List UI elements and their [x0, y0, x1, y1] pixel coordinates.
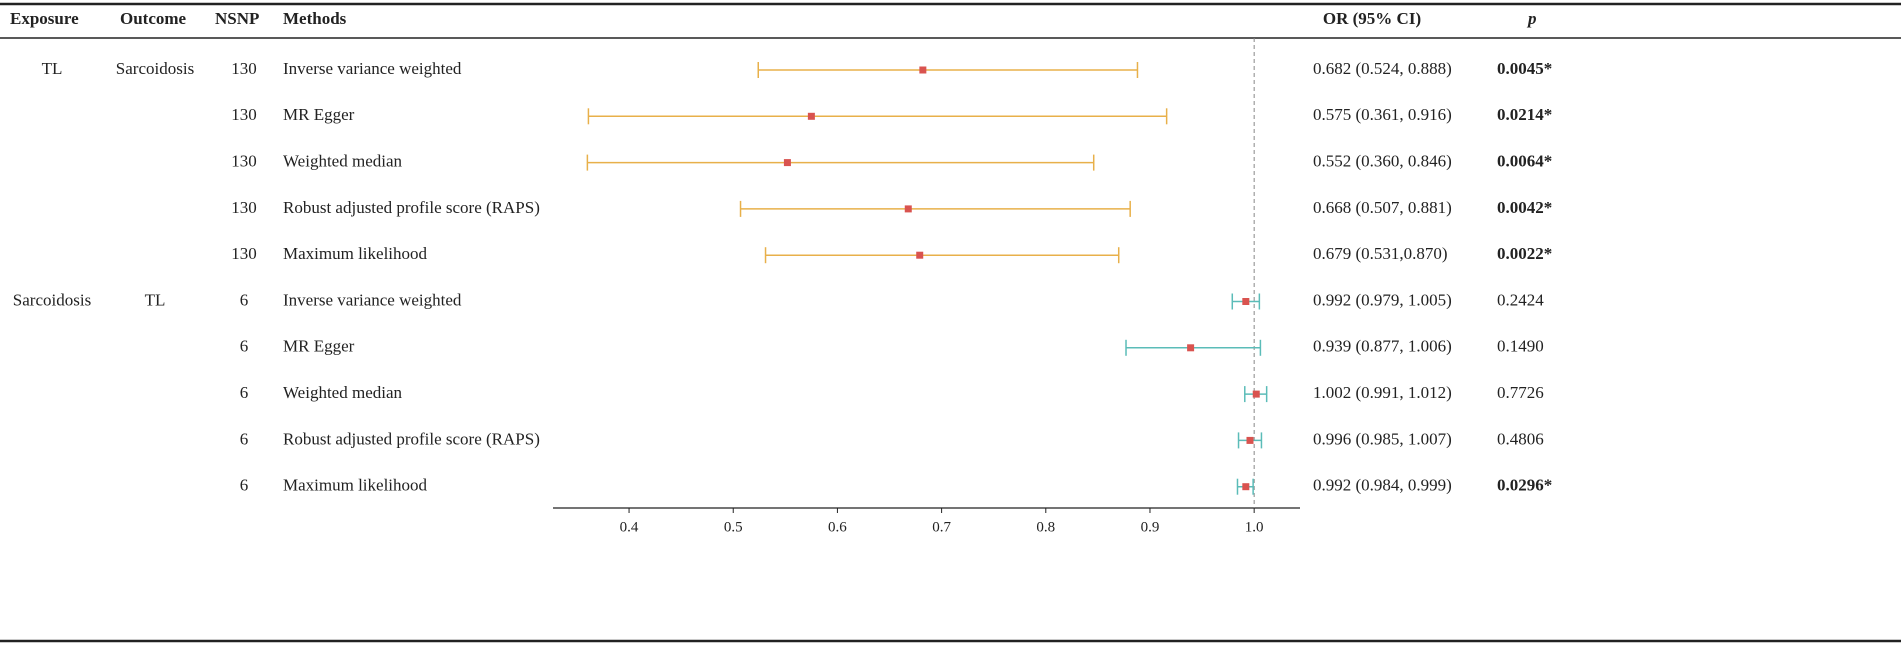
x-tick-label: 1.0 — [1245, 519, 1264, 535]
p-value: 0.0022* — [1497, 244, 1552, 263]
point-estimate — [783, 159, 791, 167]
p-value: 0.7726 — [1497, 383, 1544, 402]
point-estimate — [1246, 436, 1254, 444]
col-header: NSNP — [215, 9, 259, 28]
point-estimate — [1242, 298, 1250, 305]
or-ci: 0.682 (0.524, 0.888) — [1313, 59, 1452, 78]
point-estimate — [1187, 344, 1195, 352]
x-tick-label: 0.9 — [1141, 519, 1160, 535]
or-ci: 0.552 (0.360, 0.846) — [1313, 152, 1452, 171]
col-header: Exposure — [10, 9, 79, 28]
nsnp: 6 — [240, 290, 249, 309]
p-value: 0.4806 — [1497, 429, 1544, 448]
nsnp: 6 — [240, 476, 249, 495]
nsnp: 130 — [231, 105, 257, 124]
nsnp: 130 — [231, 244, 257, 263]
method: Weighted median — [283, 383, 403, 402]
method: Inverse variance weighted — [283, 290, 462, 309]
nsnp: 130 — [231, 59, 257, 78]
method: Inverse variance weighted — [283, 59, 462, 78]
nsnp: 6 — [240, 337, 249, 356]
or-ci: 0.992 (0.979, 1.005) — [1313, 290, 1452, 309]
or-ci: 0.668 (0.507, 0.881) — [1313, 198, 1452, 217]
col-header: OR (95% CI) — [1323, 9, 1421, 28]
method: Robust adjusted profile score (RAPS) — [283, 198, 540, 217]
nsnp: 6 — [240, 383, 249, 402]
exposure: Sarcoidosis — [13, 290, 91, 309]
point-estimate — [916, 251, 924, 259]
nsnp: 6 — [240, 429, 249, 448]
or-ci: 0.679 (0.531,0.870) — [1313, 244, 1448, 263]
x-tick-label: 0.6 — [828, 519, 847, 535]
method: MR Egger — [283, 337, 355, 356]
p-value: 0.0214* — [1497, 105, 1552, 124]
x-tick-label: 0.5 — [724, 519, 743, 535]
nsnp: 130 — [231, 152, 257, 171]
p-value: 0.0296* — [1497, 476, 1552, 495]
or-ci: 0.575 (0.361, 0.916) — [1313, 105, 1452, 124]
point-estimate — [1252, 390, 1260, 398]
or-ci: 0.939 (0.877, 1.006) — [1313, 337, 1452, 356]
nsnp: 130 — [231, 198, 257, 217]
p-value: 0.0042* — [1497, 198, 1552, 217]
p-value: 0.0064* — [1497, 152, 1552, 171]
method: MR Egger — [283, 105, 355, 124]
x-tick-label: 0.7 — [932, 519, 951, 535]
point-estimate — [904, 205, 912, 213]
exposure: TL — [42, 59, 63, 78]
outcome: Sarcoidosis — [116, 59, 194, 78]
method: Maximum likelihood — [283, 476, 428, 495]
point-estimate — [1242, 483, 1250, 491]
col-header: p — [1526, 9, 1537, 28]
point-estimate — [807, 112, 815, 120]
or-ci: 1.002 (0.991, 1.012) — [1313, 383, 1452, 402]
p-value: 0.2424 — [1497, 290, 1544, 309]
or-ci: 0.992 (0.984, 0.999) — [1313, 476, 1452, 495]
point-estimate — [919, 66, 927, 74]
col-header: Outcome — [120, 9, 187, 28]
method: Robust adjusted profile score (RAPS) — [283, 429, 540, 448]
x-tick-label: 0.8 — [1036, 519, 1055, 535]
method: Maximum likelihood — [283, 244, 428, 263]
p-value: 0.1490 — [1497, 337, 1544, 356]
p-value: 0.0045* — [1497, 59, 1552, 78]
x-tick-label: 0.4 — [620, 519, 639, 535]
or-ci: 0.996 (0.985, 1.007) — [1313, 429, 1452, 448]
method: Weighted median — [283, 152, 403, 171]
outcome: TL — [145, 290, 166, 309]
col-header: Methods — [283, 9, 347, 28]
